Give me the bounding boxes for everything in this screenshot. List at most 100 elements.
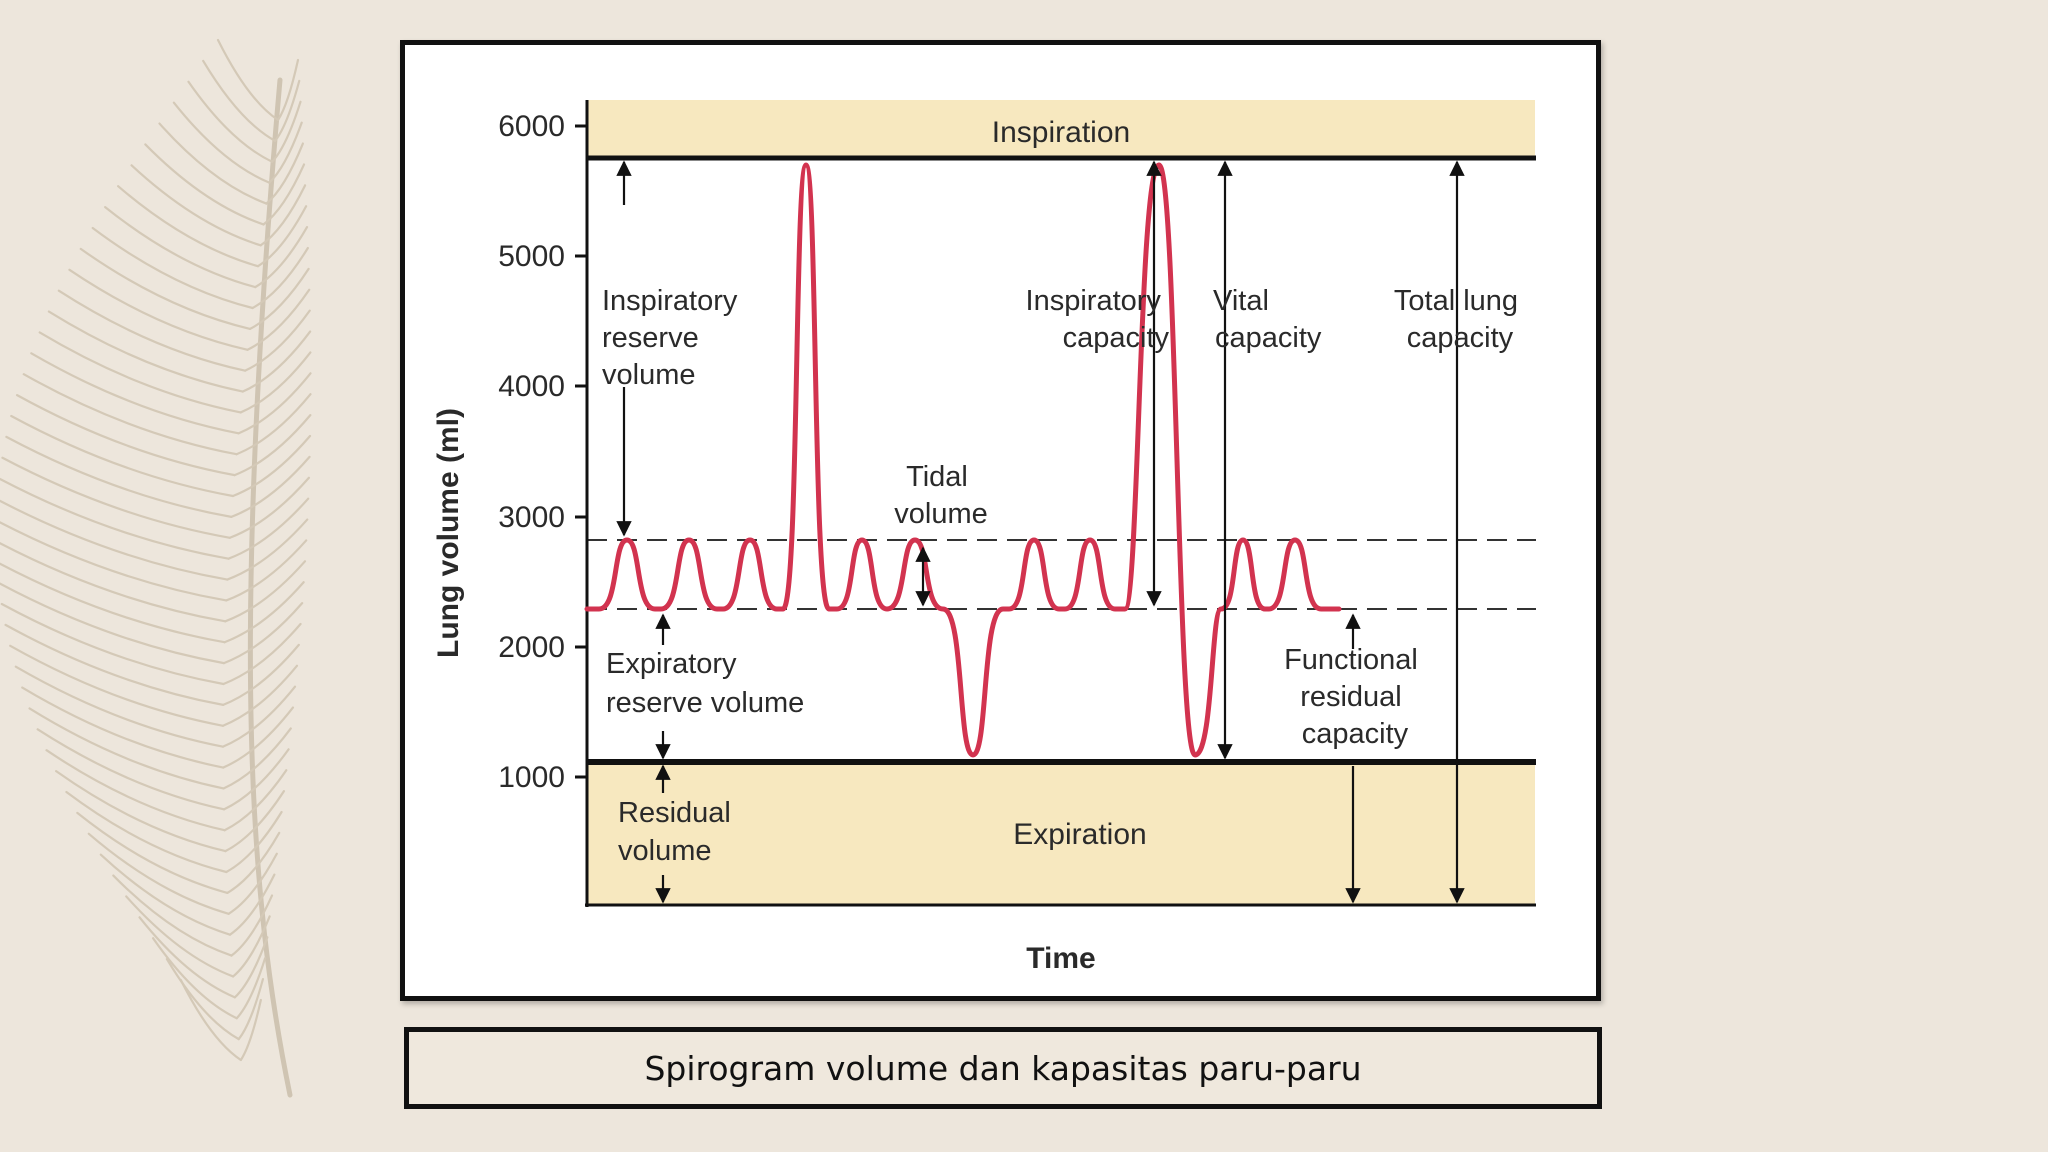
x-axis-title: Time — [1026, 942, 1095, 975]
feather-barb — [222, 706, 295, 769]
spirogram-trace — [584, 162, 1342, 758]
feather-barb — [222, 643, 300, 706]
y-tick-label: 2000 — [498, 631, 565, 664]
feather-barb — [5, 435, 233, 518]
feather-barb — [237, 372, 312, 435]
feather-barb — [262, 163, 306, 226]
feather-barb — [248, 267, 310, 330]
feather-barb — [57, 289, 247, 372]
tlc-label: Total lung capacity — [1394, 285, 1526, 354]
feather-barb — [87, 832, 230, 915]
feather-barb — [10, 414, 235, 498]
vc-label: Vital capacity — [1213, 285, 1322, 354]
feather-barb — [268, 121, 303, 184]
y-tick-label: 3000 — [498, 501, 565, 534]
feather-barb — [55, 770, 227, 853]
feather-barb — [99, 853, 232, 936]
feather-barb — [36, 728, 226, 811]
feather-barb — [235, 393, 312, 456]
feather-barb — [223, 769, 288, 832]
feather-barb — [68, 268, 249, 351]
feather-barb — [172, 101, 271, 184]
rv-label: Residual volume — [618, 797, 739, 867]
feather-barb — [231, 434, 312, 498]
inspiration-label: Inspiration — [992, 116, 1130, 149]
feather-barb — [130, 164, 262, 247]
feather-barb — [21, 686, 225, 769]
feather-barb — [14, 665, 225, 748]
feather-barb — [230, 894, 274, 957]
caption-box: Spirogram volume dan kapasitas paru-paru — [404, 1027, 1602, 1109]
feather-barb — [179, 978, 242, 1062]
feather-barb — [65, 790, 228, 874]
feather-barb — [239, 351, 312, 414]
feather-barb — [0, 582, 226, 665]
feather-barb — [222, 622, 302, 686]
y-tick-label: 4000 — [498, 370, 565, 403]
feather-barb — [0, 499, 229, 581]
feather-decoration — [0, 38, 312, 1098]
spirogram-figure: 6000 5000 4000 3000 2000 1000 Lung volum… — [400, 40, 1601, 1001]
feather-barb — [216, 38, 280, 122]
feather-barb — [276, 58, 300, 122]
feather-barb — [4, 623, 225, 706]
feather-barb — [125, 895, 235, 978]
irv-label: Inspiratory reserve volume — [602, 285, 745, 391]
erv-label: Expiratory reserve volume — [606, 648, 804, 719]
feather-barb — [9, 644, 225, 727]
feather-barb — [223, 581, 305, 644]
feather-barb — [239, 998, 262, 1062]
feather-barb — [222, 748, 290, 811]
feather-barb — [273, 79, 301, 142]
feather-barb — [246, 288, 311, 351]
feather-barb — [0, 562, 226, 644]
feather-barb — [224, 790, 286, 853]
feather-barb — [165, 958, 240, 1041]
feather-barb — [91, 226, 254, 310]
feather-barb — [138, 916, 236, 999]
ic-label: Inspiratory capacity — [1026, 285, 1170, 354]
y-tick-label: 5000 — [498, 240, 565, 273]
feather-barb — [256, 205, 308, 268]
feather-barb — [38, 331, 242, 414]
feather-barb — [76, 811, 229, 894]
feather-barb — [79, 247, 252, 330]
spirogram-diagram: 6000 5000 4000 3000 2000 1000 Lung volum… — [432, 100, 1536, 975]
feather-barb — [104, 206, 257, 289]
y-tick-label: 6000 — [498, 110, 565, 143]
feather-barb — [235, 957, 267, 1020]
feather-barb — [227, 852, 278, 915]
feather-barb — [1, 456, 231, 539]
expiration-band — [587, 762, 1535, 905]
feather-barb — [28, 707, 225, 790]
figure-caption: Spirogram volume dan kapasitas paru-paru — [644, 1048, 1362, 1088]
feather-barb — [0, 521, 228, 602]
y-ticks — [575, 124, 587, 779]
feather-barb — [237, 978, 265, 1041]
feather-barb — [47, 310, 244, 393]
feather-barb — [225, 810, 283, 874]
feather-barb — [230, 455, 311, 518]
expiration-label: Expiration — [1013, 818, 1146, 851]
feather-barb — [251, 246, 309, 310]
feather-barb — [227, 497, 310, 560]
feather-barb — [228, 476, 311, 539]
feather-barb — [117, 185, 260, 268]
feather-barb — [226, 518, 309, 581]
feather-barb — [224, 560, 307, 623]
feather-barb — [0, 477, 230, 560]
feather-barb — [151, 937, 238, 1020]
feather-barb — [226, 831, 281, 894]
feather-barb — [202, 59, 277, 142]
feather-barb — [241, 330, 312, 393]
feather-barb — [22, 373, 238, 456]
y-tick-label: 1000 — [498, 761, 565, 794]
feather-barb — [222, 602, 304, 665]
feather-barb — [259, 184, 307, 247]
feather-barb — [187, 80, 274, 163]
y-axis-title: Lung volume (ml) — [432, 408, 465, 658]
feather-barb — [0, 602, 225, 686]
feather-barb — [232, 915, 271, 978]
feather-barb — [221, 685, 297, 748]
